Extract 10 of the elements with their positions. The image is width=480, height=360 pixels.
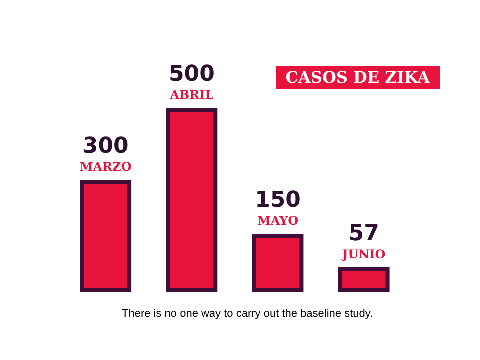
chart-title: CASOS DE ZIKA — [276, 66, 440, 89]
x-tick-label: MARZO — [80, 160, 132, 174]
data-label: 57 — [348, 221, 380, 246]
x-tick-label: MAYO — [258, 214, 299, 228]
x-tick-label: ABRIL — [169, 88, 214, 102]
data-label: 300 — [82, 134, 129, 159]
data-label: 500 — [168, 62, 215, 87]
text: There is no one way to carry out the baseline study. — [118, 306, 378, 322]
data-label: 150 — [255, 188, 302, 213]
x-tick-label: JUNIO — [342, 247, 386, 262]
